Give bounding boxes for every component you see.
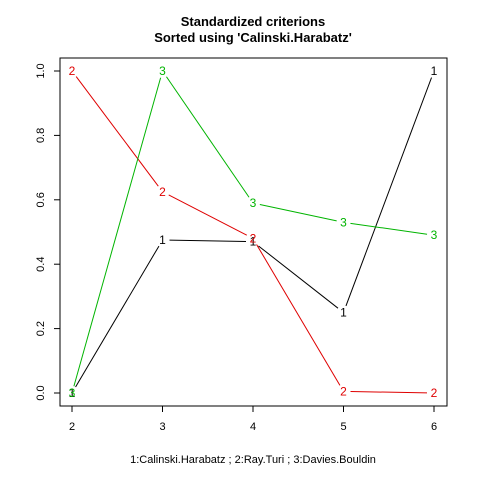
series-2-point: 2 bbox=[340, 384, 347, 398]
series-3-point: 3 bbox=[159, 64, 166, 78]
y-tick-label: 0.2 bbox=[35, 321, 47, 336]
series-2-point: 2 bbox=[159, 185, 166, 199]
x-tick-label: 6 bbox=[431, 421, 437, 433]
chart-subtitle: Sorted using 'Calinski.Harabatz' bbox=[154, 30, 352, 45]
x-axis-caption: 1:Calinski.Harabatz ; 2:Ray.Turi ; 3:Dav… bbox=[130, 454, 376, 466]
x-axis: 2 3 4 5 6 bbox=[69, 406, 437, 433]
y-tick-label: 1.0 bbox=[35, 63, 47, 78]
series-2-point: 2 bbox=[69, 64, 76, 78]
y-tick-label: 0.0 bbox=[35, 385, 47, 400]
x-tick-label: 2 bbox=[69, 421, 75, 433]
series-1-point: 1 bbox=[431, 64, 438, 78]
series-2-segment bbox=[168, 194, 248, 236]
y-tick-label: 0.6 bbox=[35, 192, 47, 207]
series-1-segment bbox=[169, 239, 247, 243]
series-3-segment bbox=[73, 77, 162, 387]
series-3-point: 3 bbox=[250, 196, 257, 210]
series-1-point: 1 bbox=[340, 306, 347, 320]
series-2-point: 2 bbox=[431, 386, 438, 400]
series-1-segment bbox=[345, 77, 433, 307]
x-tick-label: 5 bbox=[340, 421, 346, 433]
series-3-point: 3 bbox=[69, 386, 76, 400]
series-3-segment bbox=[166, 76, 250, 198]
series-2-segment bbox=[256, 244, 341, 386]
series-3: 3 3 3 3 3 bbox=[69, 64, 438, 400]
series-1-point: 1 bbox=[159, 233, 166, 247]
chart-title: Standardized criterions bbox=[181, 14, 325, 29]
series-3-point: 3 bbox=[431, 228, 438, 242]
series-2-segment bbox=[75, 76, 159, 187]
x-tick-label: 4 bbox=[250, 421, 256, 433]
y-axis: 0.0 0.2 0.4 0.6 0.8 1.0 bbox=[35, 63, 60, 401]
series-1: 1 1 1 1 1 bbox=[69, 64, 438, 400]
series-3-point: 3 bbox=[340, 215, 347, 229]
y-tick-label: 0.8 bbox=[35, 128, 47, 143]
y-tick-label: 0.4 bbox=[35, 257, 47, 272]
series-2-segment bbox=[350, 391, 428, 394]
series-1-point: 1 bbox=[69, 386, 76, 400]
x-tick-label: 3 bbox=[159, 421, 165, 433]
series-1-point: 1 bbox=[250, 235, 257, 249]
series-2-point: 2 bbox=[250, 231, 257, 245]
series-3-segment bbox=[259, 203, 337, 222]
series-1-segment bbox=[75, 245, 160, 388]
series-2: 2 2 2 2 2 bbox=[69, 64, 438, 400]
series-3-segment bbox=[350, 222, 428, 235]
series-1-segment bbox=[258, 245, 339, 309]
